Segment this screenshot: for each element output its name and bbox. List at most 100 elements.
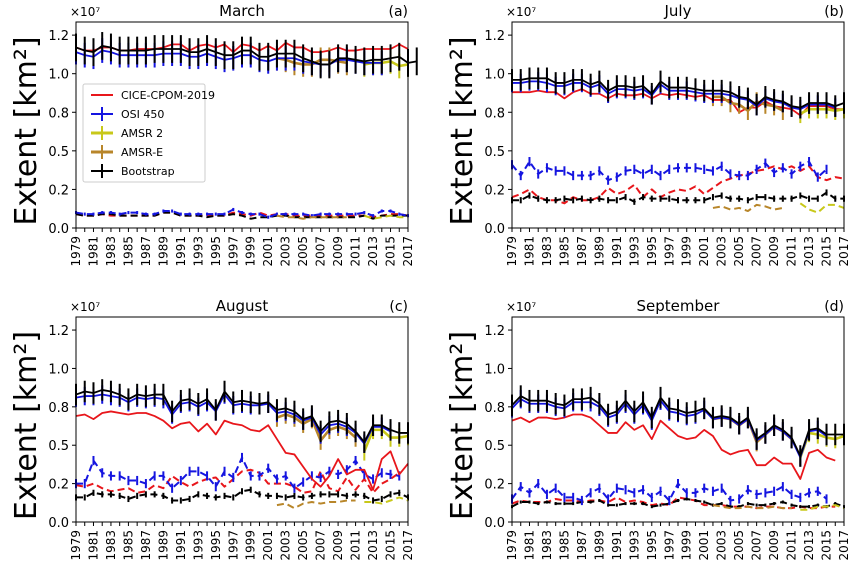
- series-cice-cpom-2019-low-: [511, 165, 845, 205]
- series-amsr-e-low-: [712, 203, 784, 213]
- x-tick-label: 1979: [69, 236, 83, 267]
- series-osi-450-low-: [511, 479, 828, 506]
- x-tick-label: 2003: [715, 236, 729, 267]
- series-cice-cpom-2019: [75, 410, 409, 491]
- series-amsr-e-low-: [276, 214, 347, 220]
- x-tick-label: 2011: [349, 530, 363, 561]
- panel-label: (a): [388, 4, 408, 20]
- y-tick-label: 0.0: [484, 516, 505, 531]
- x-tick-label: 1991: [610, 530, 624, 561]
- x-tick-label: 1991: [610, 236, 624, 267]
- x-tick-label: 1993: [191, 236, 205, 267]
- y-tick-label: 0.2: [48, 183, 69, 198]
- y-tick-label: 0.5: [48, 145, 69, 160]
- x-tick-label: 1987: [139, 530, 153, 561]
- x-tick-label: 1985: [121, 236, 135, 267]
- x-tick-label: 2005: [296, 236, 310, 267]
- x-tick-label: 2013: [802, 530, 816, 561]
- series-line: [75, 45, 417, 66]
- series-bootstrap: [75, 379, 409, 453]
- y-tick-label: 1.2: [484, 324, 505, 339]
- x-tick-label: 1989: [592, 236, 606, 267]
- x-tick-label: 1993: [627, 236, 641, 267]
- series-line: [363, 428, 409, 452]
- x-tick-label: 2017: [837, 236, 850, 267]
- panel-march: Extent [km²] ×10⁷ March (a) 0.0 0.2 0.5 0.8 1.0 1…: [9, 2, 418, 267]
- x-tick-label: 2011: [349, 236, 363, 267]
- x-tick-label: 1983: [104, 236, 118, 267]
- series-line: [363, 214, 408, 220]
- legend-label: AMSR-E: [121, 146, 163, 159]
- series-bootstrap: [511, 385, 845, 467]
- x-tick-label: 1993: [627, 530, 641, 561]
- x-tick-label: 2001: [261, 530, 275, 561]
- series-cice-cpom-2019-low-: [75, 468, 400, 494]
- y-multiplier: ×10⁷: [70, 300, 100, 314]
- x-tick-label: 2007: [314, 530, 328, 561]
- legend-label: CICE-CPOM-2019: [121, 89, 215, 102]
- x-tick-label: 1983: [104, 530, 118, 561]
- x-tick-label: 2001: [697, 530, 711, 561]
- y-tick-label: 1.0: [48, 68, 69, 83]
- x-tick-label: 2013: [802, 236, 816, 267]
- x-tick-label: 1997: [662, 236, 676, 267]
- y-axis-label: Extent [km²]: [9, 36, 44, 225]
- series-bootstrap-low-: [75, 486, 409, 504]
- x-tick-label: 2005: [732, 236, 746, 267]
- series-line: [799, 107, 845, 115]
- y-tick-label: 1.0: [484, 362, 505, 377]
- x-tick-label: 2013: [366, 236, 380, 267]
- series-bootstrap: [75, 32, 418, 79]
- x-tick-label: 2015: [384, 236, 398, 267]
- panel-title: July: [664, 2, 692, 20]
- panel-title: August: [216, 297, 269, 315]
- y-tick-label: 0.8: [484, 106, 505, 121]
- axes-frame: [75, 21, 409, 229]
- x-tick-label: 1989: [592, 530, 606, 561]
- x-tick-label: 1989: [156, 236, 170, 267]
- y-tick-label: 0.5: [484, 145, 505, 160]
- series-line: [712, 504, 792, 510]
- x-tick-label: 1991: [174, 236, 188, 267]
- panel-title: March: [219, 2, 265, 20]
- axes-frame: [75, 316, 409, 523]
- panel-august: Extent [km²] ×10⁷ August (c) 0.0 0.2 0.5 0.8 1.0…: [9, 297, 415, 561]
- series-line: [800, 504, 845, 511]
- y-tick-label: 1.2: [48, 324, 69, 339]
- x-tick-label: 1995: [209, 530, 223, 561]
- x-tick-label: 1981: [86, 236, 100, 267]
- x-tick-label: 1999: [680, 530, 694, 561]
- x-tick-label: 1987: [575, 236, 589, 267]
- x-tick-label: 2009: [331, 236, 345, 267]
- x-tick-label: 2009: [331, 530, 345, 561]
- x-tick-label: 2009: [767, 236, 781, 267]
- y-tick-label: 0.2: [484, 183, 505, 198]
- x-tick-label: 1979: [505, 530, 519, 561]
- series-line: [76, 488, 409, 502]
- series-line: [276, 413, 357, 442]
- y-axis-label: Extent [km²]: [9, 331, 44, 520]
- x-tick-label: 1985: [121, 530, 135, 561]
- legend-label: Bootstrap: [121, 165, 175, 178]
- x-tick-label: 2007: [750, 236, 764, 267]
- y-tick-label: 0.0: [48, 222, 69, 237]
- x-tick-label: 1981: [86, 530, 100, 561]
- x-tick-label: 1987: [139, 236, 153, 267]
- y-multiplier: ×10⁷: [70, 5, 100, 19]
- series-line: [276, 499, 356, 510]
- x-tick-label: 1981: [522, 530, 536, 561]
- y-tick-label: 0.2: [484, 478, 505, 493]
- panel-title: September: [637, 297, 721, 315]
- series-bootstrap: [511, 67, 845, 119]
- series-line: [75, 410, 409, 491]
- y-tick-label: 0.8: [484, 401, 505, 416]
- series-bootstrap-low-: [511, 189, 845, 205]
- x-tick-label: 1995: [209, 236, 223, 267]
- y-tick-label: 1.0: [484, 68, 505, 83]
- x-tick-label: 2003: [715, 530, 729, 561]
- x-tick-label: 1995: [645, 530, 659, 561]
- x-tick-label: 1985: [557, 530, 571, 561]
- y-multiplier: ×10⁷: [506, 5, 536, 19]
- legend-label: OSI 450: [121, 108, 164, 121]
